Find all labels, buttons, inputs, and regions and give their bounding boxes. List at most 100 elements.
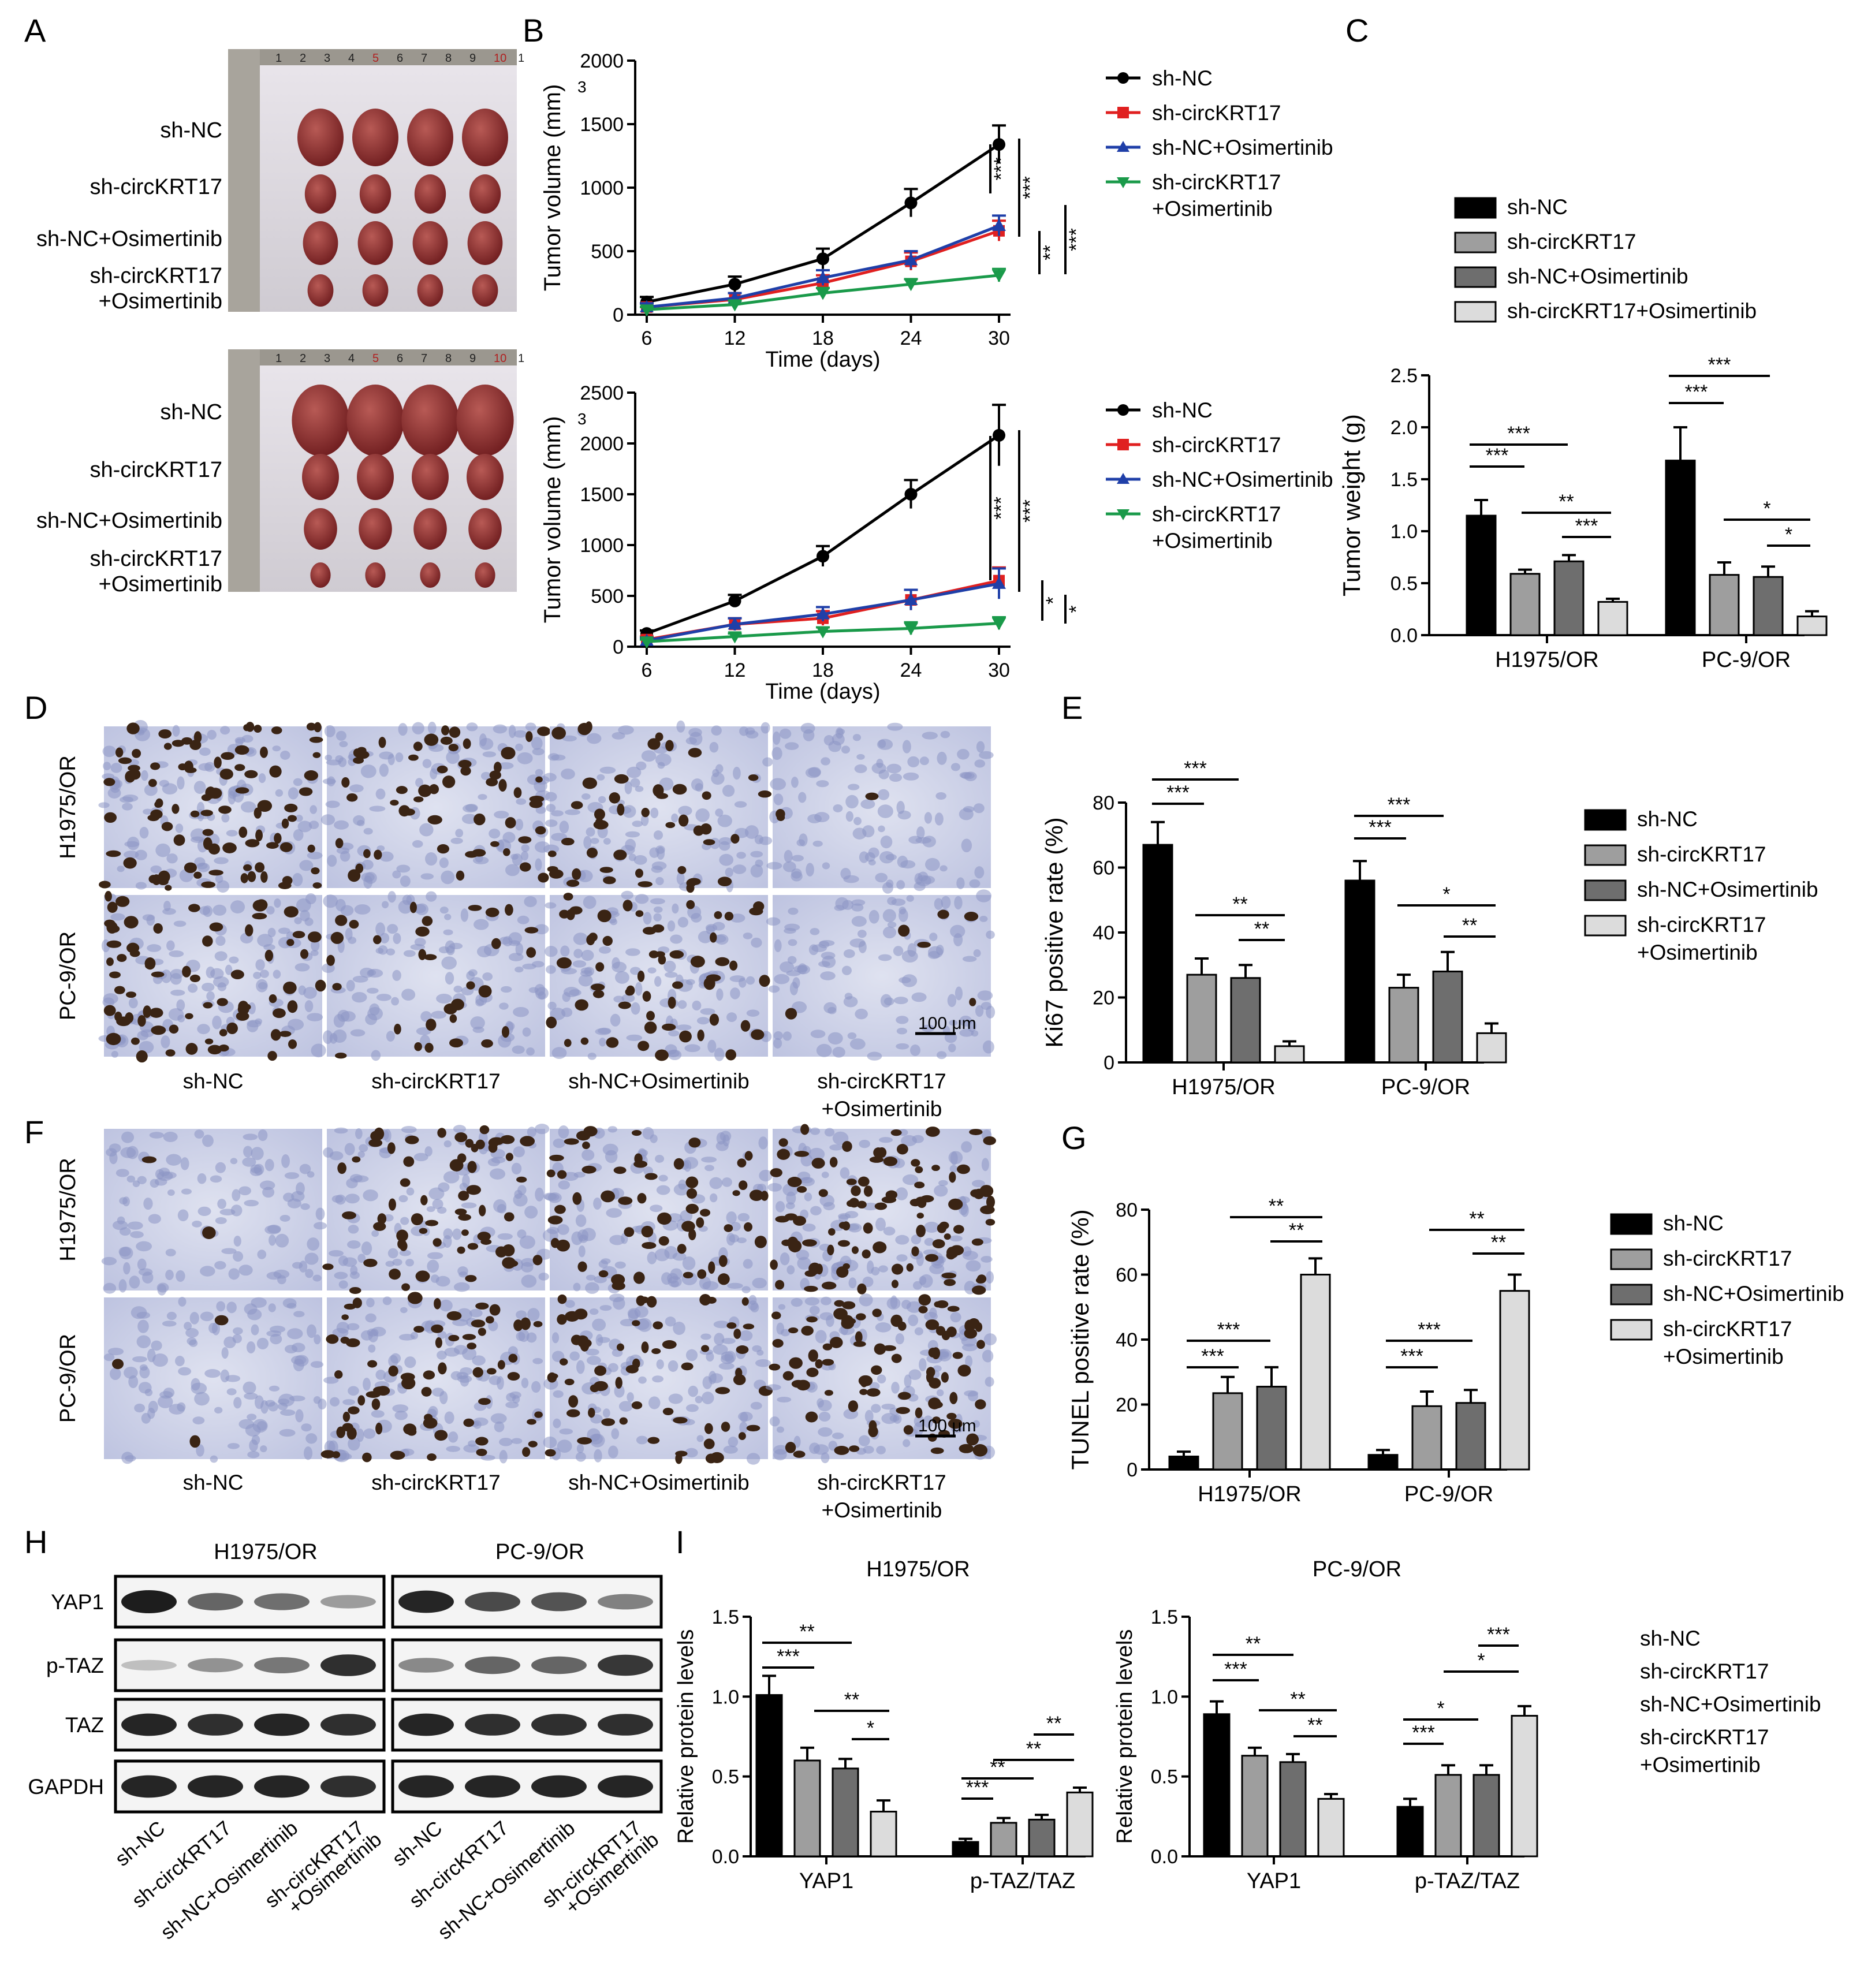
nucleus [469,1308,483,1318]
nucleus [498,762,514,770]
nucleus [422,759,432,769]
tumor [468,508,502,550]
stained-nucleus [557,1294,567,1304]
nucleus [858,1435,870,1446]
nucleus [375,922,386,937]
nucleus [480,1454,495,1461]
stained-nucleus [151,971,165,978]
nucleus [558,1180,571,1190]
stained-nucleus [238,1001,249,1012]
nucleus [220,1369,230,1383]
significance-mark: *** [1486,445,1509,467]
stained-nucleus [632,1320,640,1326]
nucleus [893,997,908,1005]
bar [1256,1386,1287,1471]
stained-nucleus [613,849,627,860]
nucleus [707,1039,717,1053]
stained-nucleus [760,1191,769,1201]
nucleus [135,849,147,861]
stained-nucleus [697,1030,704,1042]
stained-nucleus [281,818,289,829]
nucleus [957,749,970,760]
stained-nucleus [230,969,244,979]
nucleus [494,1421,505,1433]
nucleus [543,844,560,854]
stained-nucleus [733,1329,741,1339]
nucleus [727,1282,743,1289]
chart-title: H1975/OR [866,1557,970,1582]
tumor-row-label: sh-NC+Osimertinib [36,509,222,533]
nucleus [796,839,805,846]
stained-nucleus [563,893,573,901]
nucleus [238,1186,252,1196]
stained-nucleus [505,1152,513,1161]
stained-nucleus [545,1449,556,1457]
stained-nucleus [751,1029,765,1040]
nucleus [765,1384,781,1391]
ruler-number: 7 [421,52,427,65]
nucleus [896,1027,908,1035]
nucleus [212,1015,222,1030]
nucleus [832,1131,849,1145]
nucleus [896,880,905,890]
nucleus [788,907,799,915]
stained-nucleus [637,970,645,982]
nucleus [695,1396,703,1404]
nucleus [773,793,784,805]
blot-band [465,1592,520,1612]
stained-nucleus [565,1311,580,1322]
stained-nucleus [132,748,141,758]
nucleus [670,934,683,944]
stained-nucleus [754,1236,767,1248]
stained-nucleus [165,1049,176,1057]
blot-band [598,1594,653,1610]
stained-nucleus [106,921,118,934]
legend-marker [1117,141,1129,152]
stained-nucleus [486,1368,497,1375]
blot-band [531,1714,587,1736]
nucleus [522,963,536,969]
stained-nucleus [420,1195,428,1206]
tumor-row-label: sh-circKRT17 [90,264,222,288]
stained-nucleus [375,1422,383,1435]
significance-mark: ** [1269,1195,1284,1217]
stained-nucleus [632,1358,640,1369]
legend-label: sh-circKRT17 [1152,101,1281,125]
y-tick-label: 40 [1093,922,1114,944]
nucleus [583,896,597,909]
nucleus [513,1146,525,1158]
significance-mark: *** [990,158,1012,181]
ruler-number: 4 [348,52,355,65]
stained-nucleus [500,1135,515,1144]
legend-label: sh-NC+Osimertinib [1640,1692,1821,1716]
cell-line-label: PC-9/OR [495,1540,584,1564]
legend-label: sh-NC+Osimertinib [1663,1282,1844,1306]
nucleus [287,1198,301,1209]
nucleus [875,1322,892,1333]
nucleus [279,1215,290,1222]
stained-nucleus [189,974,200,982]
stained-nucleus [185,767,197,773]
stained-nucleus [662,1340,677,1349]
nucleus [981,1158,989,1172]
stained-nucleus [856,1313,866,1321]
stained-nucleus [137,1015,146,1027]
stained-nucleus [546,1169,556,1177]
protein-label: TAZ [65,1713,104,1737]
stained-nucleus [465,1139,474,1148]
nucleus [650,807,659,819]
nucleus [348,1225,359,1234]
nucleus [948,1151,963,1165]
stained-nucleus [342,1211,356,1219]
nucleus [845,811,853,822]
panel-label-a: A [24,12,46,49]
nucleus [855,1008,868,1020]
significance-mark: *** [1507,423,1530,445]
nucleus [700,1333,711,1340]
nucleus [901,1300,911,1310]
nucleus [819,939,835,946]
nucleus [167,1189,175,1196]
stained-nucleus [465,1275,477,1282]
